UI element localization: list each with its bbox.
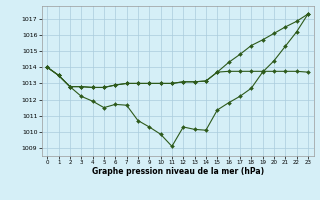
X-axis label: Graphe pression niveau de la mer (hPa): Graphe pression niveau de la mer (hPa) — [92, 167, 264, 176]
